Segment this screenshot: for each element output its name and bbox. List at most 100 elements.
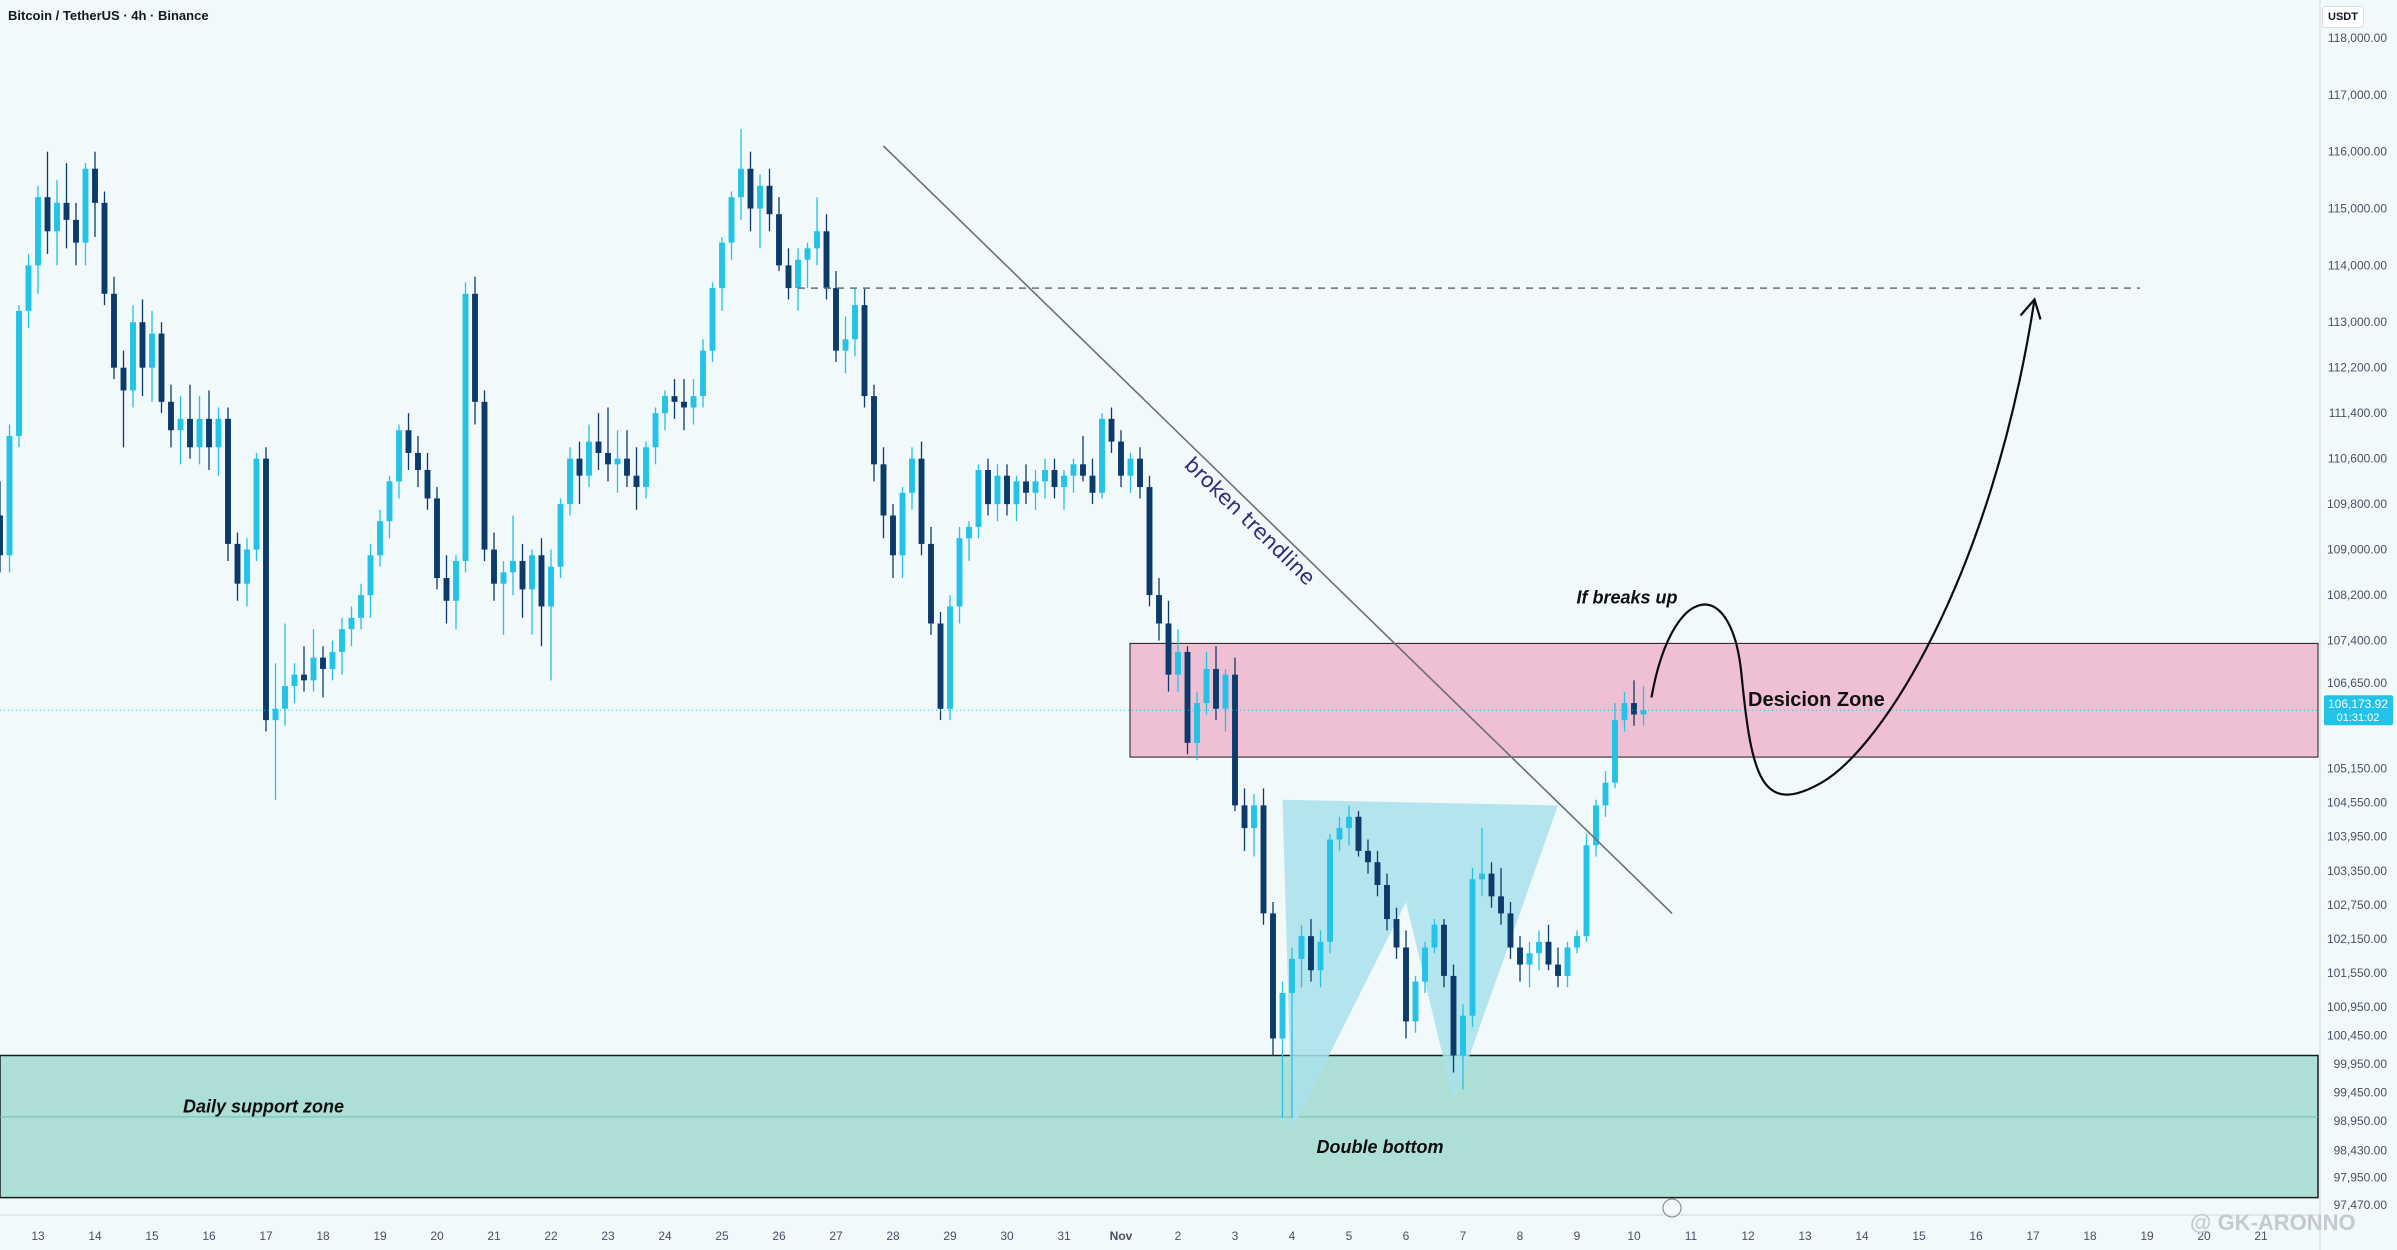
price-tick-label: 97,950.00 xyxy=(2334,1171,2388,1185)
candle-body xyxy=(1260,805,1267,914)
candle-body xyxy=(1013,481,1020,505)
candle-body xyxy=(1593,805,1599,846)
candle-body xyxy=(1346,816,1352,829)
candle-body xyxy=(424,470,431,499)
time-tick-label: 31 xyxy=(1057,1229,1071,1243)
price-axis[interactable]: 118,000.00 117,000.00 116,000.00 115,000.00… xyxy=(2319,0,2397,1250)
time-tick-label: 15 xyxy=(1912,1229,1926,1243)
candle-body xyxy=(1070,464,1077,476)
candle-body xyxy=(690,396,697,408)
time-tick-label: 17 xyxy=(259,1229,273,1243)
candle-body xyxy=(120,367,127,391)
candle-body xyxy=(215,418,222,448)
candle-body xyxy=(1222,674,1229,709)
candle-body xyxy=(1431,924,1438,948)
time-tick-label: 18 xyxy=(316,1229,330,1243)
candle-body xyxy=(234,543,241,584)
price-tick-label: 118,000.00 xyxy=(2328,31,2387,45)
candle-body xyxy=(1374,862,1381,885)
symbol-title: Bitcoin / TetherUS · 4h · Binance xyxy=(8,8,209,23)
candle-body xyxy=(880,464,887,516)
candle-body xyxy=(1032,481,1039,493)
price-tick-label: 117,000.00 xyxy=(2328,88,2387,102)
candle-body xyxy=(510,560,516,573)
decision-zone-label: Desicion Zone xyxy=(1748,689,1885,711)
candle-body xyxy=(339,629,345,652)
candle-body xyxy=(700,350,706,397)
candle-body xyxy=(1279,992,1286,1039)
candle-body xyxy=(1089,475,1096,493)
price-tick-label: 110,600.00 xyxy=(2328,452,2387,466)
candle-body xyxy=(1355,816,1362,851)
candle-body xyxy=(453,560,459,601)
candle-body xyxy=(1336,828,1343,840)
candle-body xyxy=(804,248,811,260)
daily-support-zone xyxy=(0,1054,2319,1199)
candle-body xyxy=(586,441,592,476)
time-tick-label: 16 xyxy=(202,1229,216,1243)
candle-body xyxy=(491,549,497,584)
time-tick-label: 8 xyxy=(1517,1229,1524,1243)
time-tick-label: 22 xyxy=(544,1229,558,1243)
candle-body xyxy=(1545,941,1552,965)
candle-body xyxy=(1403,947,1409,1022)
candle-body xyxy=(909,458,915,493)
candle-body xyxy=(301,674,307,681)
time-tick-label: 6 xyxy=(1403,1229,1410,1243)
candle-body xyxy=(719,242,725,289)
candle-body xyxy=(1308,936,1314,971)
candle-body xyxy=(35,197,41,266)
price-tick-label: 103,350.00 xyxy=(2327,864,2387,878)
candle-body xyxy=(662,396,668,414)
candle-body xyxy=(1536,941,1542,954)
time-tick-label: 13 xyxy=(1798,1229,1812,1243)
candle-body xyxy=(244,549,250,584)
candle-body xyxy=(776,214,782,266)
candle-body xyxy=(852,305,858,340)
price-tick-label: 106,650.00 xyxy=(2327,676,2387,690)
candle-body xyxy=(358,595,364,618)
candle-body xyxy=(1080,464,1086,476)
candle-body xyxy=(1384,884,1390,920)
price-tick-label: 102,150.00 xyxy=(2327,932,2387,946)
candle-body xyxy=(1156,595,1162,624)
candle-body xyxy=(652,413,659,448)
candle-body xyxy=(956,538,963,607)
candle-body xyxy=(1203,668,1210,704)
candle-body xyxy=(405,430,412,453)
candle-body xyxy=(1631,703,1637,715)
price-tick-label: 107,400.00 xyxy=(2327,634,2387,648)
candle-body xyxy=(1251,805,1257,829)
time-tick-label: 19 xyxy=(2140,1229,2154,1243)
time-tick-label: 11 xyxy=(1685,1229,1698,1243)
decision-zone xyxy=(1129,642,2319,758)
price-tick-label: 99,950.00 xyxy=(2334,1057,2388,1071)
candle-body xyxy=(1488,873,1495,897)
candle-body xyxy=(576,458,583,476)
currency-button[interactable]: USDT xyxy=(2322,6,2364,28)
time-axis[interactable]: 13 14 15 16 17 18 19 20 21 22 23 24 25 26 27 28 29 30 31 No… xyxy=(0,1198,2320,1243)
candle-body xyxy=(139,322,146,368)
candle-body xyxy=(1574,936,1580,948)
time-tick-label: 4 xyxy=(1289,1229,1296,1243)
candle-body xyxy=(44,197,51,232)
candle-body xyxy=(434,498,440,579)
candle-body xyxy=(310,657,317,681)
price-badge-countdown: 01:31:02 xyxy=(2337,712,2380,724)
candle-body xyxy=(994,475,1001,505)
candle-body xyxy=(206,418,212,448)
candle-body xyxy=(1213,668,1219,709)
candle-body xyxy=(329,651,336,669)
projection-arrowhead xyxy=(2019,297,2042,320)
replay-icon[interactable] xyxy=(1662,1198,1682,1218)
time-tick-label: 14 xyxy=(88,1229,102,1243)
candle-body xyxy=(158,333,165,402)
candle-body xyxy=(6,435,13,556)
time-tick-label: 17 xyxy=(2026,1229,2040,1243)
candle-body xyxy=(1317,941,1324,971)
candle-body xyxy=(814,231,820,249)
candle-body xyxy=(25,265,32,311)
candle-body xyxy=(396,430,402,482)
candle-body xyxy=(1108,418,1115,442)
